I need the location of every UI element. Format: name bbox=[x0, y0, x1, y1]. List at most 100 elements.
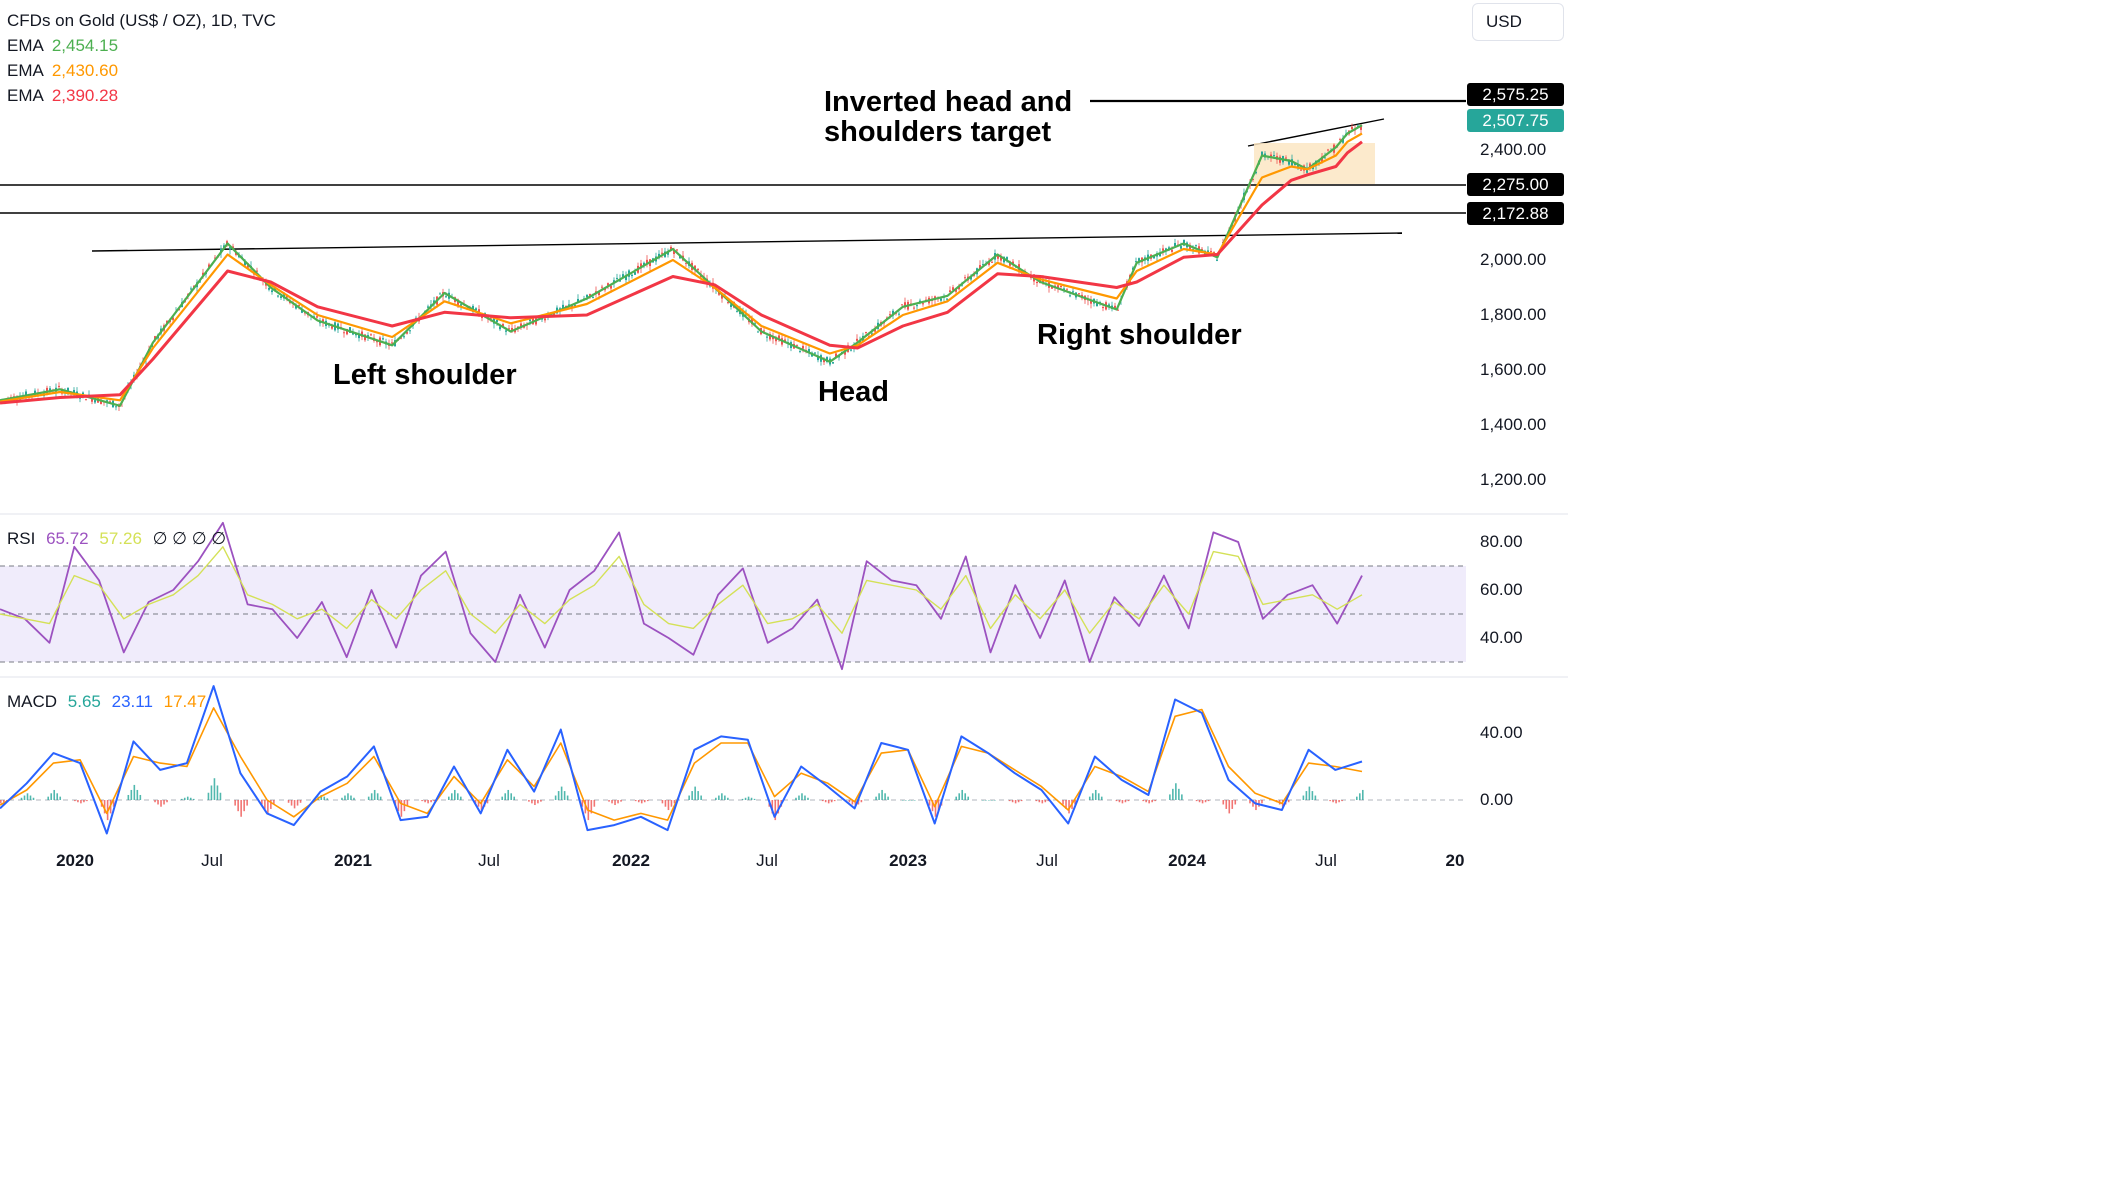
macd-histogram-bar bbox=[1308, 786, 1311, 800]
macd-label: MACD bbox=[7, 692, 58, 711]
candle-body bbox=[91, 398, 93, 402]
macd-histogram-bar bbox=[1014, 800, 1017, 804]
macd-histogram-bar bbox=[370, 793, 373, 800]
macd-histogram-bar bbox=[531, 800, 533, 804]
macd-histogram-bar bbox=[59, 796, 62, 800]
macd-histogram-bar bbox=[688, 795, 690, 800]
macd-histogram-bar bbox=[1008, 800, 1011, 802]
macd-histogram-bar bbox=[798, 795, 800, 800]
macd-histogram-bar bbox=[697, 791, 699, 800]
chart-canvas[interactable] bbox=[0, 0, 1568, 875]
macd-histogram-bar bbox=[1041, 800, 1044, 804]
macd-line bbox=[0, 685, 1363, 835]
candle-body bbox=[490, 317, 492, 319]
candle-body bbox=[1000, 256, 1002, 261]
macd-histogram-bar bbox=[1362, 789, 1364, 800]
candle-body bbox=[445, 296, 447, 298]
macd-histogram-bar bbox=[1011, 800, 1014, 803]
macd-histogram-bar bbox=[486, 800, 489, 804]
macd-histogram-bar bbox=[1228, 800, 1231, 814]
macd-histogram-bar bbox=[477, 800, 480, 807]
macd-histogram-bar bbox=[1314, 795, 1317, 800]
macd-histogram-bar bbox=[1065, 800, 1067, 809]
candle-body bbox=[298, 305, 300, 307]
macd-histogram-bar bbox=[1068, 800, 1070, 814]
macd-histogram-bar bbox=[1175, 783, 1177, 800]
candle-body bbox=[661, 252, 663, 254]
candle-body bbox=[406, 331, 408, 334]
macd-histogram-bar bbox=[540, 800, 542, 802]
macd-histogram-bar bbox=[881, 789, 883, 800]
channel-top-line bbox=[1247, 118, 1385, 147]
candle-body bbox=[991, 261, 993, 263]
price-tag-2275: 2,275.00 bbox=[1467, 173, 1564, 196]
currency-button[interactable]: USD bbox=[1472, 3, 1564, 41]
candle-body bbox=[1273, 155, 1275, 157]
macd-histogram-bar bbox=[1231, 800, 1234, 809]
macd-histogram-bar bbox=[750, 797, 753, 800]
macd-histogram-bar bbox=[827, 800, 830, 804]
macd-histogram-bar bbox=[1127, 800, 1130, 802]
target-annotation: Inverted head and shoulders target bbox=[824, 86, 1073, 148]
candle-body bbox=[586, 294, 588, 298]
macd-histogram-bar bbox=[1332, 800, 1334, 803]
candle-body bbox=[1063, 288, 1065, 291]
rsi-ma-line bbox=[0, 546, 1363, 634]
macd-histogram-bar bbox=[1142, 800, 1144, 802]
y-tick: 1,800.00 bbox=[1480, 305, 1547, 324]
macd-histogram-bar bbox=[860, 800, 863, 803]
macd-histogram-bar bbox=[406, 800, 409, 806]
candle-body bbox=[190, 288, 192, 290]
candle-body bbox=[1285, 157, 1287, 159]
candle-body bbox=[520, 323, 522, 328]
candle-body bbox=[73, 390, 75, 394]
macd-histogram-bar bbox=[1234, 800, 1237, 805]
macd-histogram-bar bbox=[290, 800, 293, 806]
macd-histogram-bar bbox=[643, 800, 646, 803]
candle-body bbox=[952, 287, 954, 291]
candle-body bbox=[1072, 291, 1074, 293]
candle-body bbox=[736, 311, 738, 313]
macd-histogram-bar bbox=[400, 800, 403, 817]
macd-histogram-bar bbox=[166, 800, 168, 803]
macd-histogram-bar bbox=[640, 800, 643, 804]
macd-histogram-bar bbox=[795, 797, 797, 800]
macd-signal-value: 17.47 bbox=[163, 692, 207, 711]
candle-body bbox=[901, 304, 903, 306]
macd-histogram-bar bbox=[700, 795, 702, 800]
macd-histogram-bar bbox=[611, 800, 613, 804]
macd-histogram-bar bbox=[721, 793, 723, 800]
macd-histogram-bar bbox=[875, 796, 877, 800]
macd-histogram-bar bbox=[1302, 795, 1305, 800]
candle-body bbox=[529, 319, 531, 322]
right-shoulder-annotation: Right shoulder bbox=[1037, 319, 1242, 351]
macd-histogram-bar bbox=[130, 789, 133, 800]
candle-body bbox=[871, 333, 873, 335]
macd-histogram-bar bbox=[103, 800, 106, 814]
candle-body bbox=[439, 293, 441, 295]
candle-body bbox=[634, 272, 636, 275]
macd-histogram-bar bbox=[741, 798, 744, 800]
candle-body bbox=[349, 327, 351, 333]
macd-histogram-bar bbox=[234, 800, 236, 806]
candle-body bbox=[1339, 139, 1341, 141]
macd-histogram-bar bbox=[1207, 800, 1210, 802]
macd-histogram-bar bbox=[634, 800, 637, 802]
macd-histogram-bar bbox=[1121, 800, 1124, 804]
candle-body bbox=[1057, 285, 1059, 290]
macd-histogram-bar bbox=[1094, 789, 1097, 800]
candle-body bbox=[916, 305, 918, 307]
macd-histogram-bar bbox=[715, 797, 717, 800]
candle-body bbox=[277, 295, 279, 297]
x-tick: 2023 bbox=[889, 851, 927, 870]
macd-histogram-bar bbox=[905, 800, 907, 801]
candle-body bbox=[802, 345, 804, 349]
candle-body bbox=[754, 323, 756, 325]
candle-body bbox=[757, 331, 759, 333]
candle-body bbox=[1252, 178, 1254, 180]
candle-body bbox=[499, 326, 501, 330]
candle-body bbox=[1078, 293, 1080, 295]
macd-histogram-bar bbox=[902, 800, 904, 801]
macd-histogram-bar bbox=[718, 795, 720, 800]
macd-histogram-bar bbox=[908, 800, 910, 801]
